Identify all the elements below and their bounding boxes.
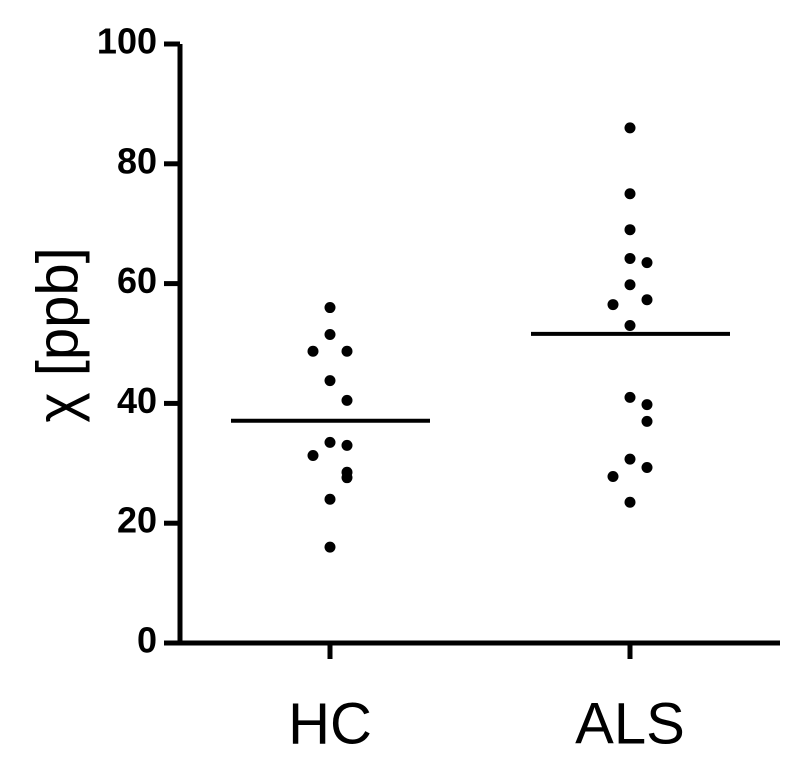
y-tick-label: 60 bbox=[117, 260, 157, 301]
data-point bbox=[307, 450, 319, 462]
data-point bbox=[624, 279, 636, 291]
data-point bbox=[607, 299, 619, 311]
data-point bbox=[341, 345, 353, 357]
data-point bbox=[624, 496, 636, 508]
data-point bbox=[607, 470, 619, 482]
data-point bbox=[341, 394, 353, 406]
data-point bbox=[624, 391, 636, 403]
data-point bbox=[641, 415, 653, 427]
data-point bbox=[324, 436, 336, 448]
data-point bbox=[641, 294, 653, 306]
y-tick-label: 0 bbox=[137, 620, 157, 661]
data-point bbox=[324, 302, 336, 314]
x-tick-label: HC bbox=[288, 691, 372, 756]
y-axis-label: χ [ppb] bbox=[25, 247, 90, 423]
data-point bbox=[324, 493, 336, 505]
data-point bbox=[624, 188, 636, 200]
y-tick-label: 40 bbox=[117, 380, 157, 421]
y-tick-label: 20 bbox=[117, 500, 157, 541]
data-point bbox=[324, 541, 336, 553]
data-point bbox=[624, 320, 636, 332]
data-point bbox=[624, 122, 636, 134]
data-point bbox=[341, 472, 353, 484]
y-tick-label: 80 bbox=[117, 140, 157, 181]
data-point bbox=[341, 439, 353, 451]
data-point bbox=[307, 345, 319, 357]
data-point bbox=[624, 224, 636, 236]
data-point bbox=[641, 461, 653, 473]
data-point bbox=[641, 399, 653, 411]
data-point bbox=[624, 252, 636, 264]
data-point bbox=[324, 375, 336, 387]
data-point bbox=[641, 257, 653, 269]
data-point bbox=[324, 329, 336, 341]
x-tick-label: ALS bbox=[575, 691, 685, 756]
data-point bbox=[624, 453, 636, 465]
y-tick-label: 100 bbox=[97, 21, 157, 62]
